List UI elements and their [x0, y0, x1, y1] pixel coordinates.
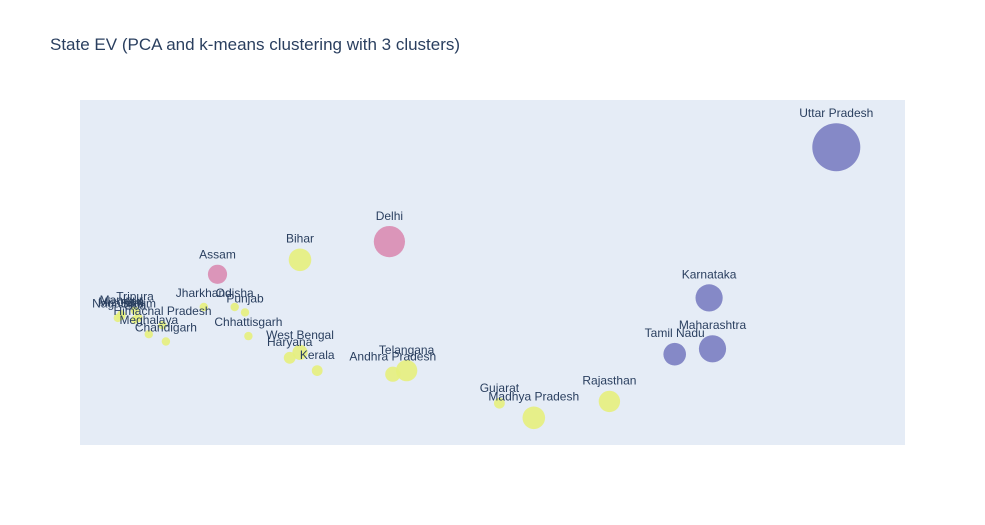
point-label: Haryana — [267, 335, 313, 349]
points-layer — [113, 123, 861, 430]
data-point — [288, 248, 312, 272]
point-label: Meghalaya — [119, 313, 178, 327]
point-label: Bihar — [286, 232, 314, 246]
point-label: Himachal Pradesh — [113, 304, 211, 318]
point-label: Chhattisgarh — [214, 315, 282, 329]
data-point — [199, 302, 208, 312]
data-point — [385, 366, 401, 382]
point-label: Punjab — [226, 291, 264, 305]
point-label: Manipur — [100, 293, 143, 307]
data-point — [207, 264, 228, 284]
point-label: Sikkim — [121, 297, 156, 311]
point-label: Rajasthan — [582, 374, 636, 388]
point-label: Tripura — [116, 290, 154, 304]
point-label: Tamil Nadu — [645, 326, 705, 340]
data-point — [395, 359, 418, 382]
labels-layer: Uttar Pradesh Delhi Assam Bihar Karnataka Mah… — [92, 106, 873, 403]
data-point — [311, 365, 323, 376]
data-point — [130, 306, 140, 315]
point-label: Nagaland — [92, 297, 143, 311]
data-point — [113, 313, 123, 323]
point-label: Chandigarh — [135, 320, 197, 334]
data-point — [134, 313, 143, 323]
data-point — [812, 123, 861, 172]
data-point — [698, 335, 727, 363]
point-label: Maharashtra — [679, 318, 747, 332]
point-label: Madhya Pradesh — [488, 390, 579, 404]
data-point — [158, 321, 167, 330]
point-label: Kerala — [300, 348, 335, 362]
point-label: Odisha — [216, 286, 254, 300]
point-label: Karnataka — [682, 267, 737, 281]
data-point — [663, 342, 686, 366]
data-point — [161, 337, 171, 346]
chart-title: State EV (PCA and k-means clustering wit… — [50, 35, 460, 54]
data-point — [230, 302, 239, 312]
data-point — [695, 284, 723, 312]
point-label: Mizoram — [98, 295, 144, 309]
data-point — [598, 390, 621, 413]
point-label: Assam — [199, 248, 236, 262]
point-label: Delhi — [376, 209, 403, 223]
data-point — [144, 330, 153, 339]
point-label: Gujarat — [480, 381, 520, 395]
data-point — [373, 226, 405, 258]
point-label: Andhra Pradesh — [349, 350, 436, 364]
data-point — [240, 308, 250, 317]
data-point — [494, 397, 505, 409]
point-label: Jharkhand — [176, 286, 232, 300]
point-label: West Bengal — [266, 328, 334, 342]
point-label: Uttar Pradesh — [799, 106, 873, 120]
data-point — [522, 406, 546, 430]
point-label: Telangana — [379, 343, 435, 357]
data-point — [292, 344, 308, 360]
data-point — [244, 331, 253, 341]
point-label: Goa — [124, 299, 147, 313]
data-point — [283, 351, 296, 364]
